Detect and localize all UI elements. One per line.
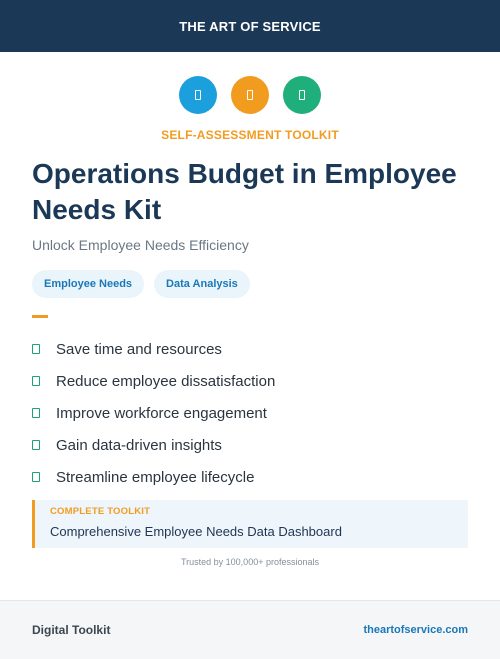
callout-label: COMPLETE TOOLKIT (50, 506, 151, 517)
tag-data-analysis[interactable]: Data Analysis (154, 270, 250, 298)
page-title: Operations Budget in Employee Needs Kit (32, 158, 457, 225)
benefit-item: Streamline employee lifecycle (32, 461, 468, 493)
check-icon (32, 376, 40, 386)
benefit-item: Save time and resources (32, 333, 468, 365)
benefit-text: Gain data-driven insights (56, 436, 222, 454)
blue-badge-icon (179, 76, 217, 114)
complete-toolkit-callout: COMPLETE TOOLKIT Comprehensive Employee … (32, 500, 468, 548)
icon-row (0, 76, 500, 114)
check-icon (32, 472, 40, 482)
footer-bar: Digital Toolkit theartofservice.com (0, 600, 500, 659)
green-badge-icon (283, 76, 321, 114)
page-subtitle: Unlock Employee Needs Efficiency (32, 237, 249, 253)
check-icon (32, 440, 40, 450)
header-bar: THE ART OF SERVICE (0, 0, 500, 52)
benefit-list: Save time and resources Reduce employee … (32, 333, 468, 493)
section-divider (32, 315, 48, 318)
toolkit-kicker: SELF-ASSESSMENT TOOLKIT (161, 128, 339, 142)
brand-name: THE ART OF SERVICE (179, 18, 321, 34)
footer-label: Digital Toolkit (32, 623, 111, 637)
benefit-text: Save time and resources (56, 340, 222, 358)
tag-list: Employee Needs Data Analysis (32, 270, 250, 298)
benefit-text: Streamline employee lifecycle (56, 468, 255, 486)
benefit-item: Reduce employee dissatisfaction (32, 365, 468, 397)
benefit-item: Gain data-driven insights (32, 429, 468, 461)
trust-note: Trusted by 100,000+ professionals (180, 557, 319, 567)
check-icon (32, 344, 40, 354)
check-icon (32, 408, 40, 418)
orange-badge-icon (231, 76, 269, 114)
benefit-text: Reduce employee dissatisfaction (56, 372, 276, 390)
callout-text: Comprehensive Employee Needs Data Dashbo… (50, 524, 342, 539)
benefit-text: Improve workforce engagement (56, 404, 267, 422)
tag-employee-needs[interactable]: Employee Needs (32, 270, 145, 298)
benefit-item: Improve workforce engagement (32, 397, 468, 429)
footer-link[interactable]: theartofservice.com (363, 624, 468, 636)
